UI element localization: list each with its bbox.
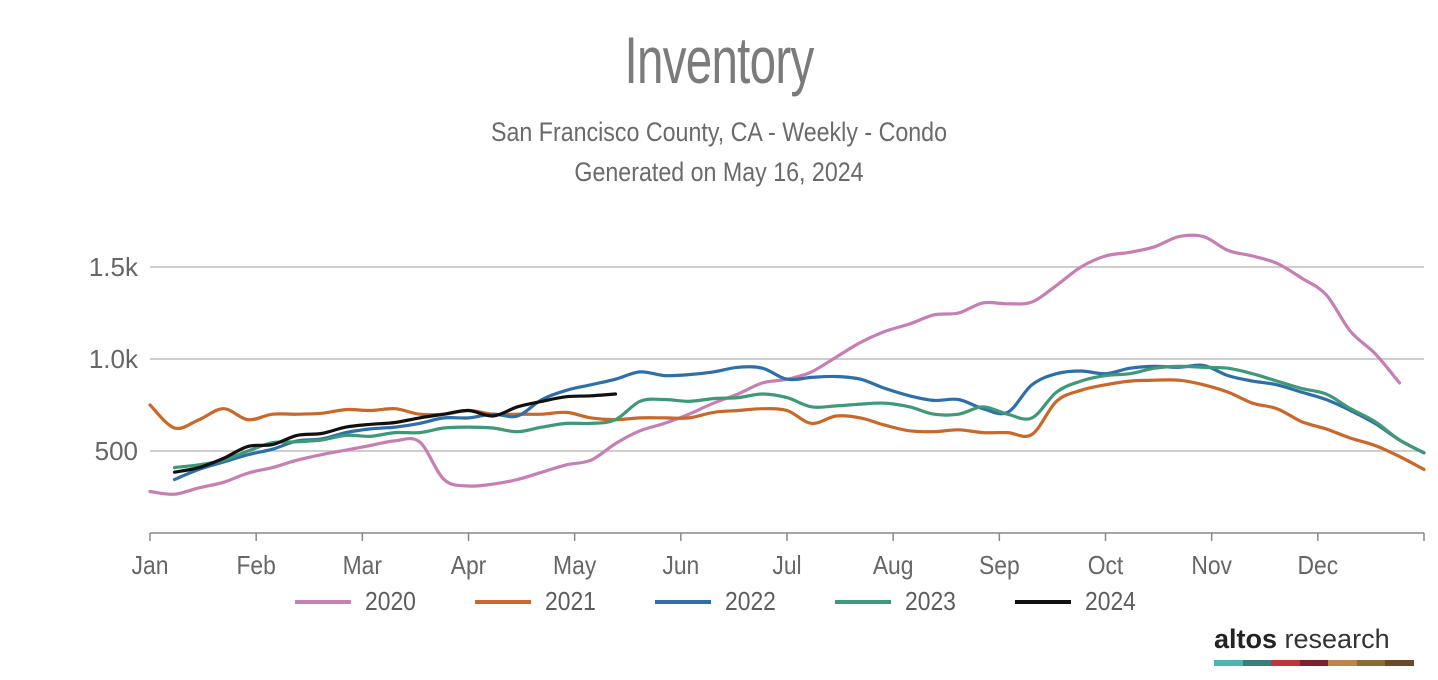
brand-bar-segment bbox=[1385, 660, 1415, 666]
x-tick-label: Jun bbox=[662, 552, 699, 581]
x-tick-label: Nov bbox=[1191, 552, 1232, 581]
legend-swatch bbox=[1014, 599, 1071, 604]
x-tick-label: Feb bbox=[236, 552, 275, 581]
series-line-2024 bbox=[172, 392, 618, 474]
brand-name-rest: research bbox=[1277, 624, 1390, 654]
brand-name-bold: altos bbox=[1214, 624, 1278, 654]
brand-bar-segment bbox=[1242, 660, 1272, 666]
y-tick-label: 500 bbox=[95, 436, 138, 466]
series-line-2020 bbox=[148, 233, 1402, 496]
x-tick-label: Jul bbox=[772, 552, 801, 581]
x-tick-label: Jan bbox=[132, 552, 169, 581]
x-tick-label: Dec bbox=[1298, 552, 1339, 581]
brand-bar-segment bbox=[1214, 660, 1243, 666]
x-tick-label: May bbox=[553, 552, 597, 581]
legend-swatch bbox=[834, 599, 891, 604]
chart-subtitle-region: San Francisco County, CA - Weekly - Cond… bbox=[491, 117, 947, 147]
chart-subtitle-generated: Generated on May 16, 2024 bbox=[574, 157, 864, 187]
legend-swatch bbox=[655, 599, 712, 604]
x-axis: Jan Feb Mar Apr May Jun Jul Aug Sep Oct Nov Dec bbox=[132, 532, 1425, 581]
legend-swatch bbox=[295, 599, 352, 604]
altos-research-logo: altos research bbox=[1214, 624, 1415, 666]
legend-swatch bbox=[475, 599, 532, 604]
y-tick-label: 1.5k bbox=[89, 252, 139, 282]
series-lines bbox=[148, 233, 1426, 496]
x-tick-label: Sep bbox=[979, 552, 1020, 581]
brand-name: altos research bbox=[1214, 624, 1414, 654]
series-line-2021 bbox=[148, 378, 1426, 471]
chart-title: Inventory bbox=[624, 23, 815, 97]
legend-label: 2024 bbox=[1084, 586, 1136, 616]
x-tick-label: Oct bbox=[1088, 552, 1124, 581]
legend-item-2023: 2023 bbox=[834, 586, 963, 617]
brand-bar-segment bbox=[1271, 660, 1300, 666]
legend-label: 2022 bbox=[725, 586, 776, 616]
brand-bar-segment bbox=[1299, 660, 1329, 666]
legend-item-2024: 2024 bbox=[1014, 586, 1143, 617]
legend-item-2022: 2022 bbox=[655, 586, 783, 617]
x-tick-label: Mar bbox=[343, 552, 382, 581]
gridlines bbox=[150, 266, 1424, 452]
series-line-2022 bbox=[172, 363, 1426, 482]
y-axis-ticks: 500 1.0k 1.5k bbox=[89, 252, 139, 466]
legend-item-2021: 2021 bbox=[475, 586, 603, 617]
x-tick-label: Apr bbox=[451, 552, 487, 581]
y-tick-label: 1.0k bbox=[89, 344, 139, 374]
legend-label: 2020 bbox=[365, 586, 417, 616]
legend-label: 2023 bbox=[904, 586, 956, 616]
legend-item-2020: 2020 bbox=[295, 586, 423, 617]
brand-bar-segment bbox=[1356, 660, 1386, 666]
brand-bar-segment bbox=[1328, 660, 1357, 666]
legend: 2020 2021 2022 2023 2024 bbox=[0, 586, 1438, 617]
brand-color-bar bbox=[1214, 660, 1415, 666]
series-line-2023 bbox=[172, 364, 1426, 470]
legend-label: 2021 bbox=[545, 586, 597, 616]
x-tick-label: Aug bbox=[873, 552, 914, 581]
